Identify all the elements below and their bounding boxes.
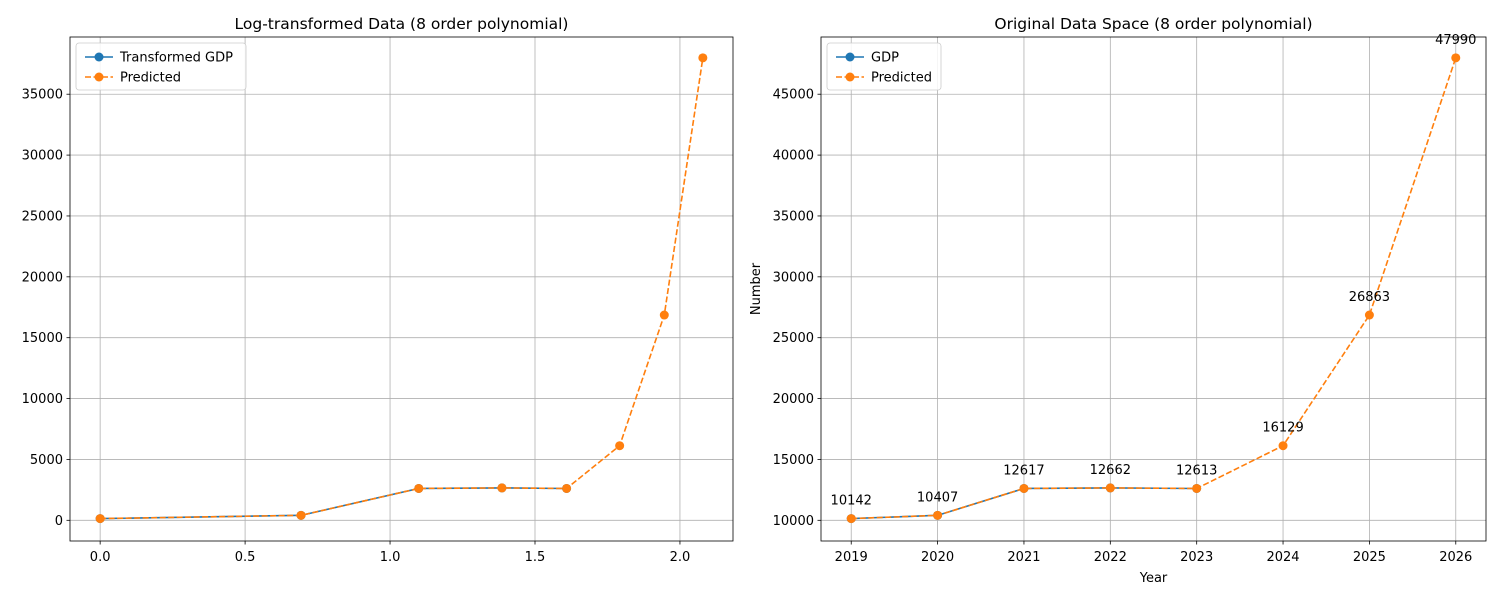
chart-title: Original Data Space (8 order polynomial) <box>994 15 1312 33</box>
chart-log-transformed: 0.0 0.5 1.0 1.5 2.0 0 5000 10000 15000 20000 25000… <box>22 15 734 565</box>
y-tick-label: 30000 <box>773 270 814 285</box>
y-tick-label: 25000 <box>22 209 63 224</box>
legend-label: Transformed GDP <box>119 51 233 66</box>
data-point-1 <box>615 441 625 451</box>
x-axis-label: Year <box>1139 571 1168 586</box>
data-label: 12613 <box>1176 463 1217 478</box>
y-tick-label: 0 <box>55 514 63 529</box>
x-tick-label: 2019 <box>835 550 868 565</box>
data-point-1 <box>296 510 306 520</box>
data-point-1 <box>95 514 105 524</box>
y-tick-label: 35000 <box>22 88 63 103</box>
data-point-1 <box>1019 483 1029 493</box>
x-tick-label: 2026 <box>1439 550 1472 565</box>
y-tick-label: 30000 <box>22 149 63 164</box>
data-label: 16129 <box>1262 421 1303 436</box>
legend-swatch-marker <box>845 72 855 82</box>
legend-swatch-marker <box>94 72 104 82</box>
x-tick-label: 1.5 <box>525 550 546 565</box>
y-tick-label: 20000 <box>773 392 814 407</box>
x-tick-label: 0.0 <box>90 550 111 565</box>
x-tick-label: 2020 <box>921 550 954 565</box>
data-point-1 <box>1105 483 1115 493</box>
data-label: 12662 <box>1090 463 1131 478</box>
data-label: 26863 <box>1349 290 1390 305</box>
series-line-1 <box>851 57 1457 520</box>
y-tick-label: 10000 <box>22 392 63 407</box>
y-tick-label: 15000 <box>22 331 63 346</box>
x-tick-label: 2022 <box>1094 550 1127 565</box>
x-tick-label: 2024 <box>1266 550 1299 565</box>
x-tick-label: 2023 <box>1180 550 1213 565</box>
data-point-1 <box>933 510 943 520</box>
legend-label: Predicted <box>871 71 932 86</box>
y-tick-label: 15000 <box>773 453 814 468</box>
y-tick-label: 25000 <box>773 331 814 346</box>
legend-swatch-marker <box>94 52 104 62</box>
data-label: 12617 <box>1003 463 1044 478</box>
legend-box <box>75 42 247 91</box>
legend-label: GDP <box>871 51 899 66</box>
x-tick-label: 1.0 <box>380 550 401 565</box>
y-tick-label: 20000 <box>22 270 63 285</box>
data-point-1 <box>846 514 856 524</box>
legend: GDP Predicted <box>826 42 942 91</box>
x-tick-label: 2021 <box>1007 550 1040 565</box>
legend-box <box>826 42 942 91</box>
chart-original-space: 2019 2020 2021 2022 2023 2024 2025 2026 10000 150… <box>749 15 1487 586</box>
x-tick-label: 2.0 <box>670 550 691 565</box>
y-tick-label: 35000 <box>773 209 814 224</box>
data-point-1 <box>1451 53 1461 63</box>
y-axis-label: Number <box>749 262 764 315</box>
legend: Transformed GDP Predicted <box>75 42 247 91</box>
legend-label: Predicted <box>120 71 181 86</box>
data-label: 10407 <box>917 490 958 505</box>
chart-title: Log-transformed Data (8 order polynomial… <box>235 15 569 33</box>
plot-frame <box>820 36 1487 542</box>
x-tick-label: 0.5 <box>235 550 256 565</box>
data-label: 47990 <box>1435 33 1476 48</box>
series-line-1 <box>100 57 704 520</box>
x-tick-label: 2025 <box>1353 550 1386 565</box>
data-point-1 <box>1278 441 1288 451</box>
y-tick-label: 45000 <box>773 88 814 103</box>
data-point-1 <box>659 310 669 320</box>
plot-frame <box>69 36 734 542</box>
data-point-1 <box>1364 310 1374 320</box>
legend-swatch-marker <box>845 52 855 62</box>
data-point-1 <box>414 483 424 493</box>
data-point-1 <box>1192 483 1202 493</box>
y-tick-label: 10000 <box>773 514 814 529</box>
y-tick-label: 5000 <box>30 453 63 468</box>
data-point-1 <box>562 483 572 493</box>
data-point-1 <box>698 53 708 63</box>
data-label: 10142 <box>831 494 872 509</box>
data-point-1 <box>497 483 507 493</box>
y-tick-label: 40000 <box>773 149 814 164</box>
